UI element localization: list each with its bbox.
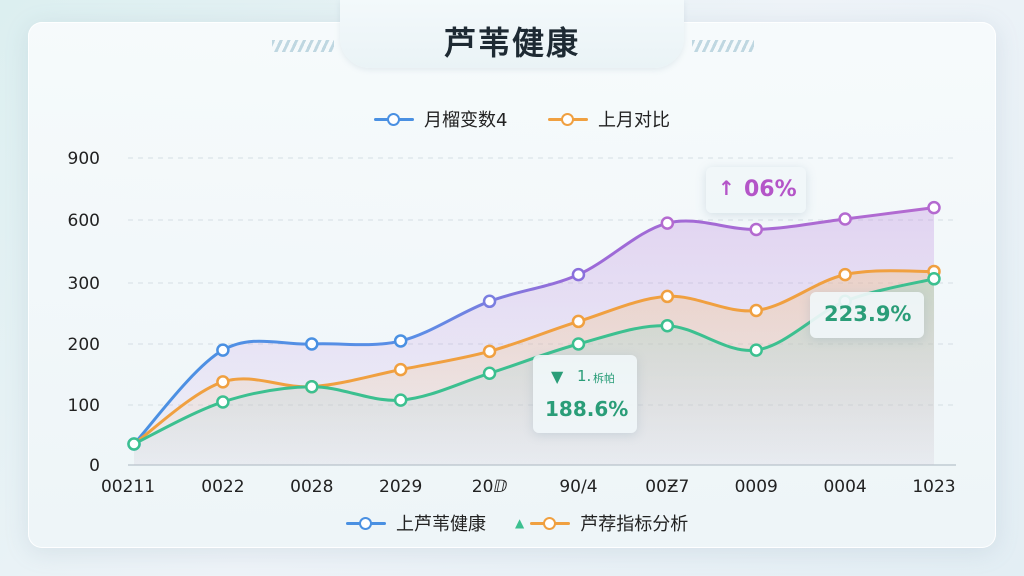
arrow-down-icon: ▼ (551, 367, 564, 386)
data-point-top (838, 212, 852, 226)
chart-title: 芦苇健康 (443, 24, 580, 62)
data-point-orange (482, 344, 497, 359)
series-line-orange (133, 269, 935, 446)
callout-green-low: ▼ 1. 柝帕 188.6% (533, 355, 637, 433)
data-point-top (482, 294, 497, 309)
x-tick-label: 1023 (912, 477, 955, 497)
callout-purple: ↑ 06% (706, 167, 806, 213)
callout-purple-value: 06% (744, 177, 797, 202)
data-point-orange (393, 362, 408, 377)
data-point-top (927, 200, 941, 215)
y-tick-label: 900 (68, 149, 100, 169)
callout-green-low-sublabel: 柝帕 (593, 372, 615, 385)
x-tick-label: 90/4 (559, 477, 597, 497)
y-tick-label: 600 (68, 211, 100, 231)
legend-swatch-orange (530, 516, 571, 530)
data-point-green (660, 318, 675, 333)
data-point-orange (660, 289, 675, 304)
legend-label: 芦荐指标分析 (580, 514, 689, 535)
x-tick-label: 0022 (201, 477, 244, 497)
legend-top-item-2[interactable]: 上月对比 (548, 106, 670, 132)
callout-green-high: 223.9% (810, 292, 924, 338)
title-tab (340, 0, 684, 68)
data-point-top (749, 222, 763, 237)
data-point-orange (571, 314, 586, 329)
data-point-green (482, 366, 497, 381)
decor-stripes-right (692, 40, 754, 52)
data-point-green (927, 272, 941, 286)
data-point-top (216, 343, 230, 357)
data-point-green (571, 337, 586, 351)
data-point-green (216, 395, 230, 409)
data-point-green (749, 343, 763, 357)
small-green-marker-icon: ▲ (515, 516, 525, 530)
legend-swatch-blue (374, 112, 414, 126)
data-point-orange (838, 267, 852, 282)
x-tick-label: 00Ƶ7 (645, 477, 689, 497)
data-point-top (305, 337, 319, 351)
data-points (127, 200, 941, 451)
y-tick-labels: 0 100 200 300 600 900 (68, 149, 100, 476)
x-tick-label: 0028 (290, 477, 333, 497)
data-point-orange (216, 375, 230, 389)
data-point-green (305, 379, 319, 394)
x-tick-label: 0004 (823, 477, 866, 497)
y-tick-label: 200 (68, 335, 100, 355)
arrow-up-icon: ↑ (718, 176, 735, 200)
legend-label: 上芦苇健康 (396, 514, 486, 535)
legend-swatch-orange (548, 112, 588, 126)
y-tick-label: 0 (89, 456, 100, 476)
y-tick-label: 100 (68, 396, 100, 416)
data-point-top (393, 334, 408, 348)
x-tick-label: 00211 (101, 477, 155, 497)
y-tick-label: 300 (68, 274, 100, 294)
legend-bottom-item-2[interactable]: ▲ 芦荐指标分析 (515, 510, 688, 536)
legend-top-item-1[interactable]: 月榴变数4 (374, 106, 507, 132)
callout-green-high-value: 223.9% (824, 302, 912, 326)
x-tick-label: 2029 (379, 477, 422, 497)
data-point-top (571, 267, 586, 282)
callout-green-low-label: 1. (577, 367, 592, 385)
callout-green-low-value: 188.6% (545, 397, 629, 421)
legend-bottom-item-1[interactable]: 上芦苇健康 (346, 510, 486, 536)
x-tick-label: 0009 (735, 477, 778, 497)
series-line-top (132, 206, 935, 446)
legend-label: 上月对比 (598, 110, 670, 131)
data-point-top (660, 216, 675, 230)
decor-stripes-left (272, 40, 334, 52)
data-point-orange (749, 303, 763, 318)
legend-swatch-blue (346, 516, 386, 530)
x-tick-labels: 00211 0022 0028 2029 20ⅅ 90/4 00Ƶ7 0009 0004 1023 (101, 477, 956, 497)
x-tick-label: 20ⅅ (472, 477, 508, 497)
data-point-green (127, 437, 141, 451)
data-point-green (393, 393, 408, 407)
legend-label: 月榴变数4 (424, 110, 508, 131)
